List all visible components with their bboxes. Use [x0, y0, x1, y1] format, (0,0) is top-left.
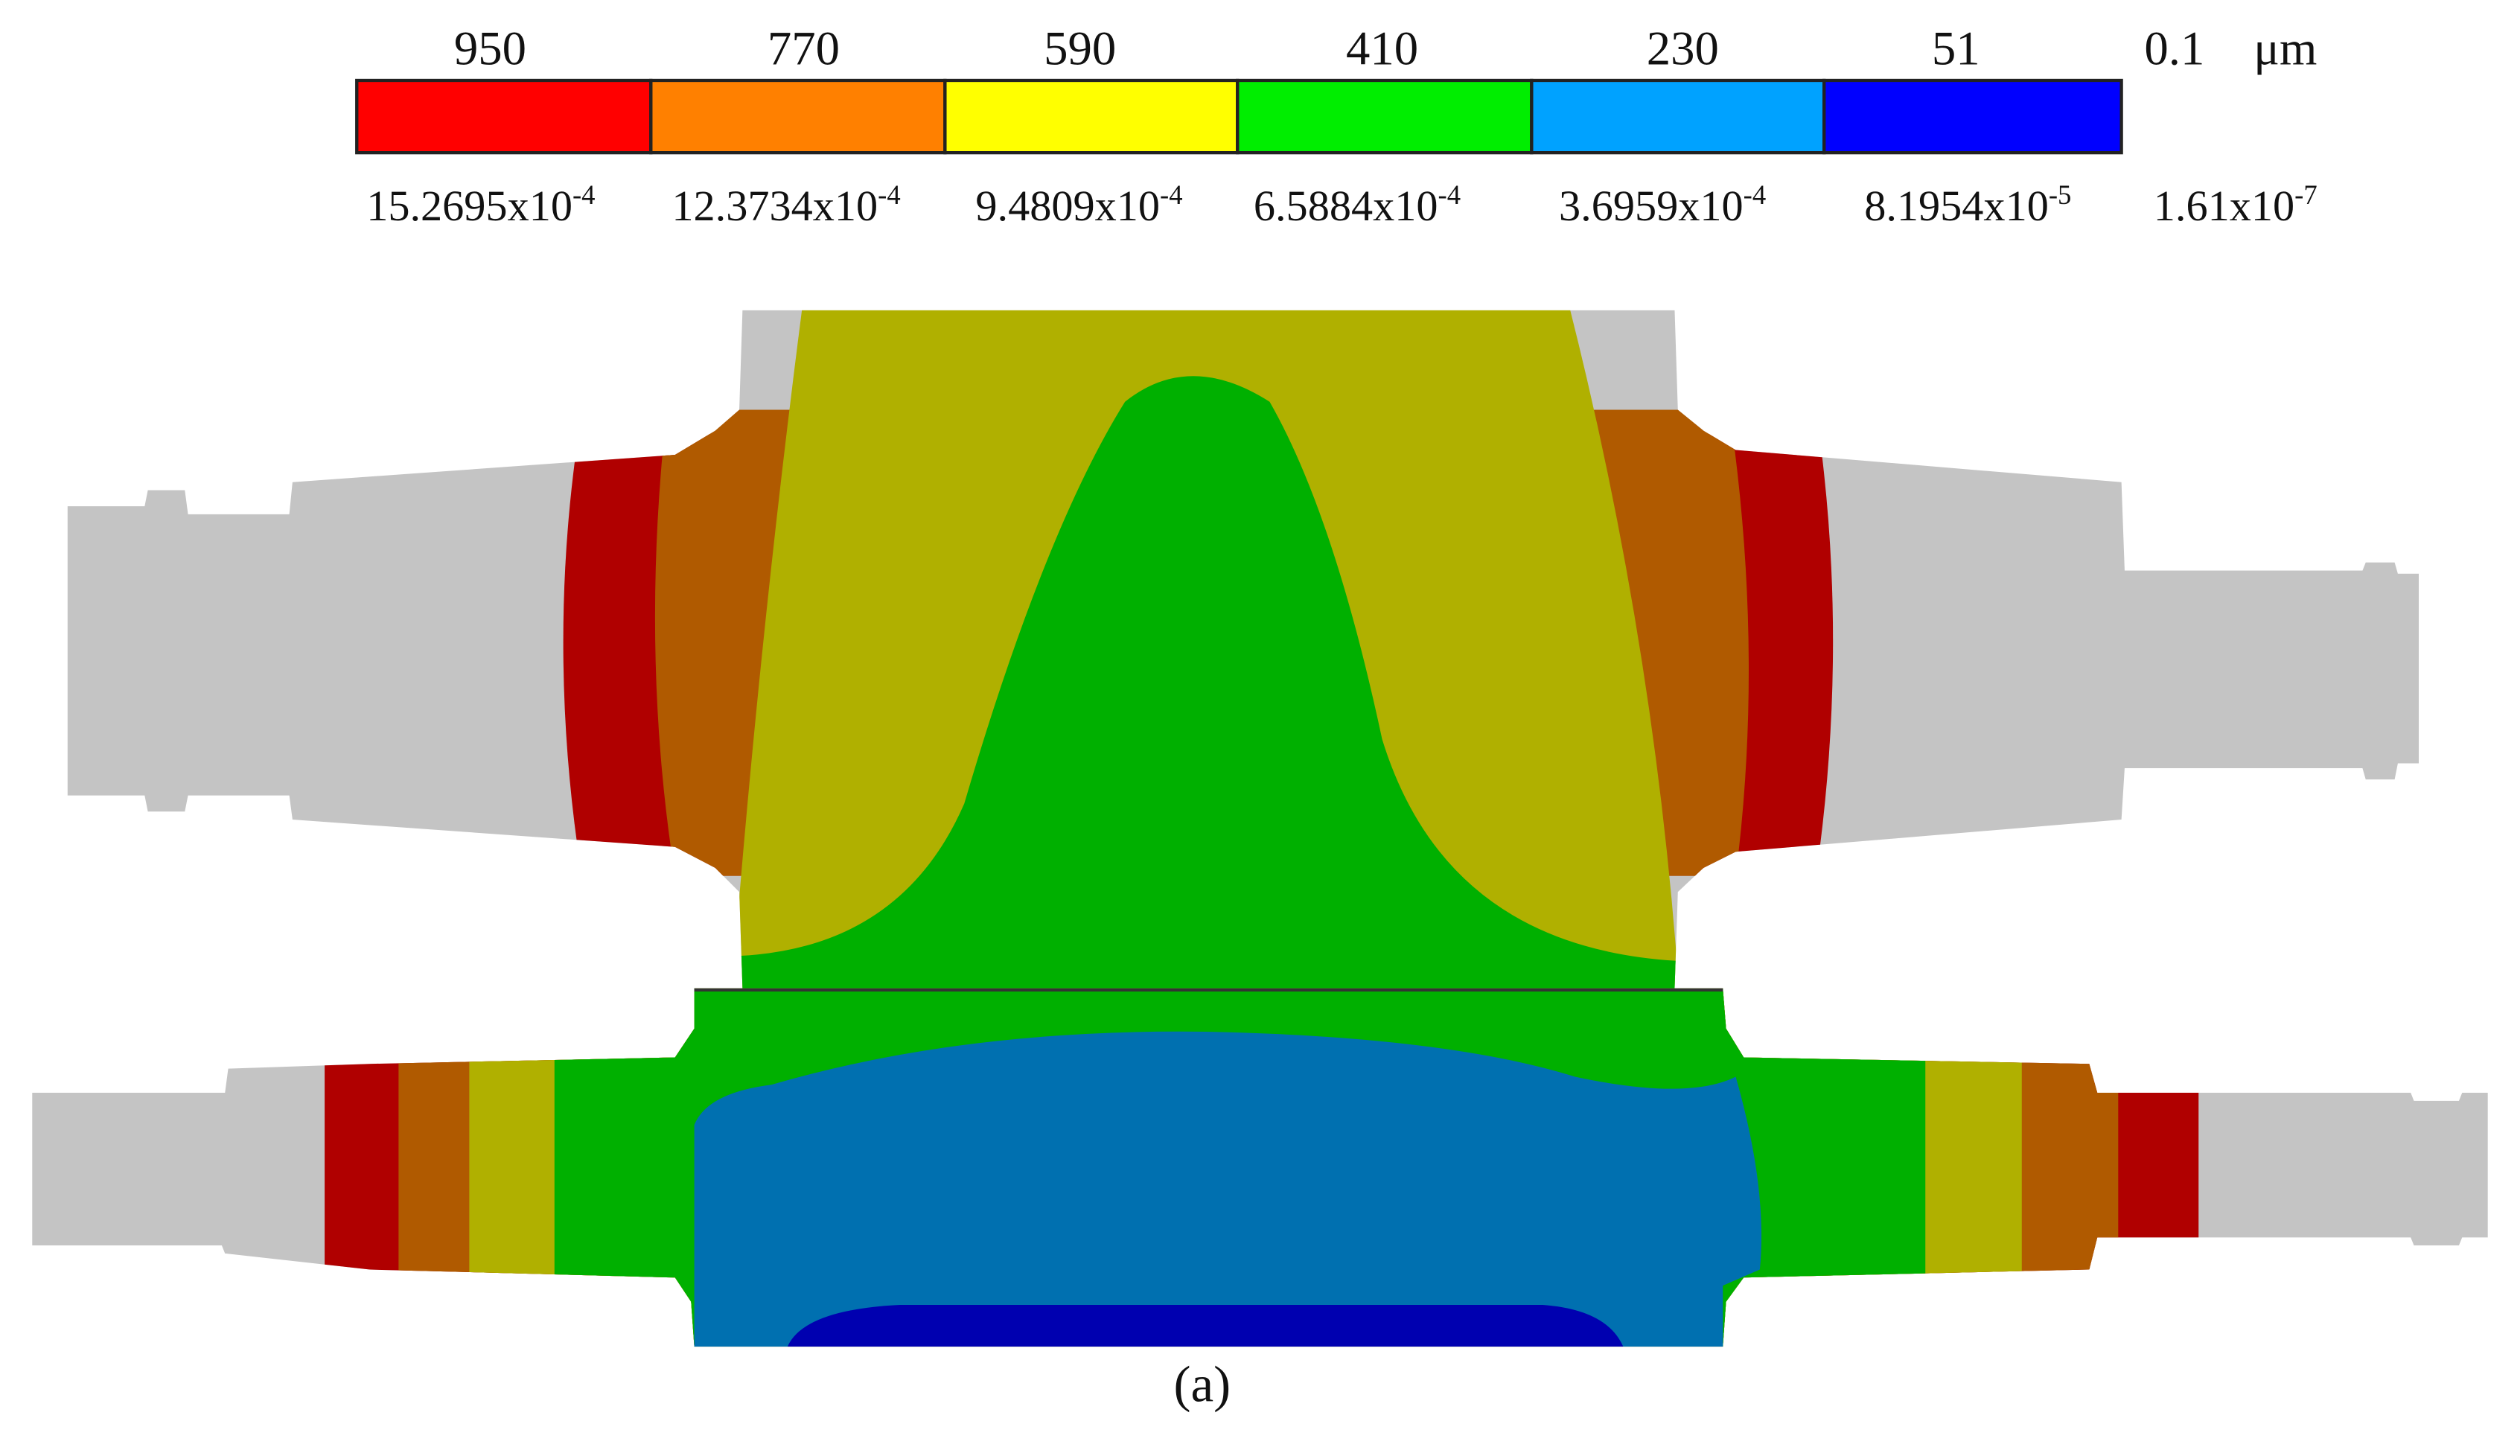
legend-swatch — [355, 78, 653, 155]
legend-lower-label: 12.3734x10-4 — [672, 179, 900, 230]
legend-upper-label: 230 — [1647, 22, 1719, 75]
legend-lower-label: 1.61x10-7 — [2154, 179, 2318, 230]
mantissa: 15.2695x10 — [366, 182, 572, 230]
legend-upper-label: 590 — [1044, 22, 1116, 75]
legend-unit: μm — [2253, 22, 2317, 75]
upper-roll — [67, 310, 2419, 989]
band-dark-blue — [787, 1305, 1624, 1347]
lower-roll — [32, 988, 2488, 1347]
band-blue — [694, 1031, 1762, 1347]
mantissa: 9.4809x10 — [975, 182, 1160, 230]
exponent: -4 — [572, 179, 596, 210]
legend-lower-label: 9.4809x10-4 — [975, 179, 1182, 230]
caption: (a) — [1173, 1356, 1231, 1413]
legend-upper-label: 0.1 — [2144, 22, 2204, 75]
mantissa: 6.5884x10 — [1254, 182, 1438, 230]
mantissa: 8.1954x10 — [1864, 182, 2049, 230]
exponent: -4 — [1438, 179, 1461, 210]
legend-upper-label: 410 — [1346, 22, 1418, 75]
mantissa: 1.61x10 — [2154, 182, 2294, 230]
exponent: -4 — [878, 179, 901, 210]
legend-swatch — [1530, 78, 1826, 155]
legend-swatch — [1236, 78, 1534, 155]
legend-lower-label: 6.5884x10-4 — [1254, 179, 1461, 230]
legend-lower-label: 3.6959x10-4 — [1559, 179, 1766, 230]
legend-upper-label: 770 — [768, 22, 840, 75]
exponent: -4 — [1744, 179, 1767, 210]
mantissa: 12.3734x10 — [672, 182, 878, 230]
exponent: -5 — [2049, 179, 2072, 210]
legend-bar — [355, 78, 2123, 155]
legend-lower-label: 8.1954x10-5 — [1864, 179, 2071, 230]
legend-swatch — [649, 78, 947, 155]
legend-swatch — [1822, 78, 2123, 155]
exponent: -7 — [2294, 179, 2318, 210]
mantissa: 3.6959x10 — [1559, 182, 1744, 230]
legend-swatch — [943, 78, 1240, 155]
legend-lower-label: 15.2695x10-4 — [366, 179, 595, 230]
exponent: -4 — [1160, 179, 1183, 210]
band-green — [731, 376, 1680, 989]
legend-upper-label: 51 — [1932, 22, 1980, 75]
legend-upper-label: 950 — [454, 22, 526, 75]
